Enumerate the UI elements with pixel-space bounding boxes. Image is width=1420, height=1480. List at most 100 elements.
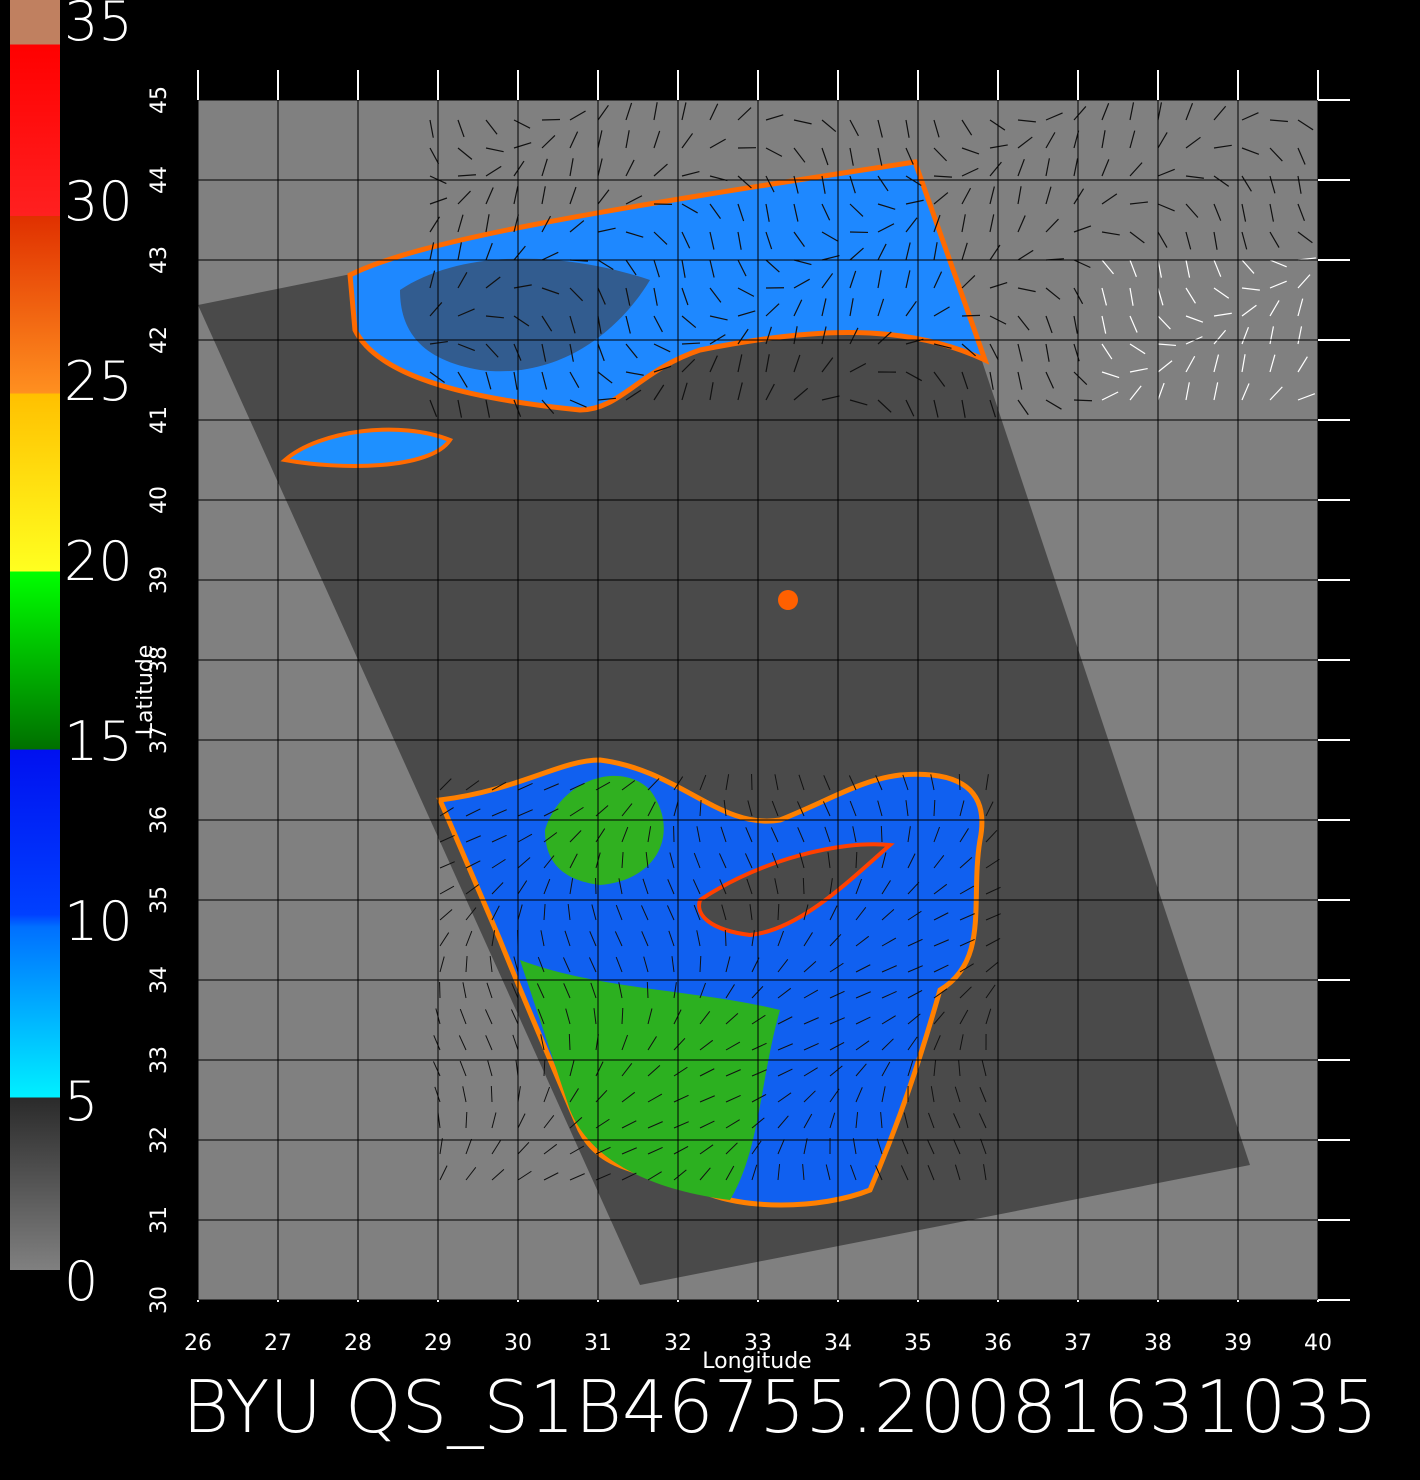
y-tick-label: 43 bbox=[147, 246, 172, 274]
wind-barb bbox=[961, 399, 966, 418]
wind-barb bbox=[543, 878, 551, 895]
wind-barb bbox=[725, 984, 735, 999]
wind-barb bbox=[774, 878, 779, 895]
wind-barb bbox=[802, 1164, 805, 1181]
wind-barb bbox=[901, 1139, 909, 1155]
wind-barb bbox=[465, 884, 480, 895]
wind-barb bbox=[1017, 215, 1026, 233]
wind-barb bbox=[933, 939, 949, 947]
wind-barb bbox=[517, 809, 533, 817]
wind-barb bbox=[855, 1112, 859, 1129]
wind-barb bbox=[849, 800, 857, 817]
wind-barb bbox=[823, 775, 831, 791]
wind-barb bbox=[457, 371, 468, 388]
wind-barb bbox=[933, 883, 948, 895]
wind-barb bbox=[1157, 382, 1165, 401]
wind-barb bbox=[595, 1061, 604, 1077]
wind-barb bbox=[1101, 103, 1110, 121]
wind-barb bbox=[1101, 343, 1113, 360]
wind-barb bbox=[696, 930, 701, 947]
x-tick-label: 38 bbox=[1144, 1331, 1172, 1356]
wind-barb bbox=[569, 399, 587, 408]
wind-barb bbox=[1017, 399, 1029, 416]
wind-barb bbox=[709, 259, 715, 278]
wind-barb bbox=[797, 827, 805, 843]
wind-barb bbox=[465, 1111, 468, 1129]
wind-barb bbox=[485, 187, 494, 205]
wind-barb bbox=[459, 1060, 467, 1077]
wind-barb bbox=[1157, 315, 1171, 330]
wind-barb bbox=[793, 175, 799, 194]
wind-barb bbox=[765, 326, 772, 345]
wind-barb bbox=[959, 885, 975, 895]
wind-barb bbox=[597, 397, 616, 401]
wind-barb bbox=[875, 775, 883, 791]
wind-barb bbox=[959, 939, 975, 947]
wind-barb bbox=[855, 964, 871, 973]
wind-barb bbox=[709, 315, 728, 321]
wind-barb bbox=[881, 965, 897, 973]
wind-barb bbox=[725, 956, 731, 973]
wind-barb bbox=[821, 175, 826, 194]
wind-barb bbox=[1017, 158, 1025, 177]
wind-barb bbox=[959, 828, 969, 843]
wind-barb bbox=[569, 131, 579, 149]
wind-barb bbox=[457, 190, 471, 205]
wind-barb bbox=[907, 989, 923, 999]
wind-barb bbox=[877, 800, 883, 817]
wind-barb bbox=[567, 904, 571, 921]
wind-barb bbox=[737, 310, 756, 317]
wind-barb bbox=[978, 1113, 987, 1129]
wind-barb bbox=[849, 270, 857, 289]
wind-barb bbox=[927, 1164, 935, 1181]
wind-barb bbox=[1073, 259, 1091, 269]
wind-barb bbox=[959, 1034, 964, 1051]
wind-barb bbox=[930, 1086, 935, 1103]
wind-barb bbox=[765, 203, 770, 222]
wind-barb bbox=[905, 147, 914, 165]
wind-barb bbox=[959, 986, 972, 999]
wind-barb bbox=[737, 175, 752, 189]
island bbox=[778, 590, 798, 610]
wind-barb bbox=[1045, 399, 1062, 410]
wind-barb bbox=[512, 1034, 519, 1051]
wind-barb bbox=[517, 904, 523, 921]
wind-barb bbox=[725, 1165, 735, 1181]
wind-barb bbox=[855, 1087, 863, 1103]
wind-barb bbox=[751, 1042, 767, 1051]
wind-barb bbox=[465, 1138, 473, 1155]
wind-barb bbox=[959, 856, 973, 869]
wind-barb bbox=[543, 808, 559, 817]
wind-barb bbox=[829, 933, 842, 947]
wind-barb bbox=[983, 1164, 987, 1181]
wind-barb bbox=[540, 1034, 545, 1051]
wind-barb bbox=[852, 826, 857, 843]
wind-barb bbox=[985, 961, 999, 973]
wind-barb bbox=[907, 965, 923, 973]
wind-barb bbox=[829, 1065, 843, 1077]
wind-barb bbox=[1213, 105, 1227, 121]
wind-barb bbox=[902, 774, 909, 791]
y-axis-title: Latitude bbox=[133, 645, 158, 736]
wind-barb bbox=[588, 957, 597, 973]
wind-barb bbox=[1045, 287, 1061, 300]
wind-barb bbox=[850, 1164, 857, 1181]
wind-barb bbox=[653, 384, 665, 401]
wind-barb bbox=[564, 930, 571, 947]
wind-barb bbox=[877, 399, 892, 413]
wind-barb bbox=[907, 910, 922, 921]
wind-barb bbox=[855, 878, 863, 895]
wind-barb bbox=[803, 1138, 808, 1155]
wind-barb bbox=[852, 1138, 857, 1155]
wind-barb bbox=[881, 1061, 891, 1077]
wind-barb bbox=[1157, 102, 1163, 121]
wind-barb bbox=[563, 983, 571, 999]
wind-barb bbox=[1297, 298, 1304, 317]
wind-barb bbox=[429, 399, 438, 417]
wind-barb bbox=[621, 1147, 637, 1155]
wind-barb bbox=[465, 930, 473, 947]
wind-barb bbox=[1241, 147, 1260, 155]
wind-barb bbox=[1157, 287, 1164, 306]
wind-barb bbox=[541, 186, 546, 205]
wind-barb bbox=[653, 130, 661, 149]
